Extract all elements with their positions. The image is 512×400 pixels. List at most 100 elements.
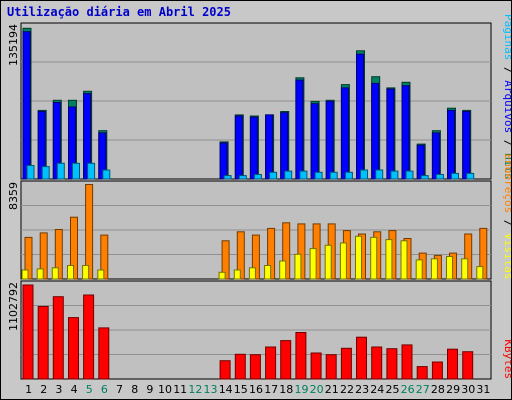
x-tick-label-day-3: 3 bbox=[55, 383, 62, 396]
bar-pages-day-2 bbox=[41, 166, 50, 180]
bar-files-day-15 bbox=[234, 115, 243, 180]
chart-title: Utilização diária em Abril 2025 bbox=[7, 5, 231, 19]
bar-visits-day-30 bbox=[461, 258, 469, 280]
legend-entry: Arquivos bbox=[502, 80, 511, 133]
x-tick-label-day-27: 27 bbox=[416, 383, 430, 396]
x-tick-label-day-23: 23 bbox=[355, 383, 369, 396]
legend-entry: / bbox=[502, 213, 511, 233]
bar-files-day-22 bbox=[340, 87, 349, 180]
bar-visits-day-1 bbox=[21, 269, 29, 280]
x-tick-label-day-13: 13 bbox=[204, 383, 218, 396]
x-tick-label-day-15: 15 bbox=[234, 383, 248, 396]
bar-kbytes-day-5 bbox=[83, 294, 95, 380]
x-tick-label-day-22: 22 bbox=[340, 383, 354, 396]
legend-entry: KBytes bbox=[502, 339, 511, 379]
bar-pages-day-23 bbox=[360, 169, 368, 180]
bar-kbytes-day-19 bbox=[295, 332, 307, 380]
x-tick-label-day-11: 11 bbox=[173, 383, 187, 396]
bar-kbytes-day-20 bbox=[310, 352, 322, 380]
x-tick-label-day-4: 4 bbox=[71, 383, 78, 396]
x-tick-label-day-16: 16 bbox=[249, 383, 263, 396]
bar-kbytes-day-23 bbox=[356, 336, 367, 380]
bar-visits-day-15 bbox=[233, 269, 241, 280]
bar-files-day-23 bbox=[356, 53, 364, 180]
x-tick-label-day-12: 12 bbox=[188, 383, 202, 396]
panel-hits-files-pages-max-label: 135194 bbox=[7, 24, 20, 66]
x-tick-label-day-6: 6 bbox=[101, 383, 108, 396]
bar-visits-day-17 bbox=[264, 265, 272, 280]
bar-kbytes-day-22 bbox=[340, 347, 352, 380]
bar-visits-day-21 bbox=[324, 244, 332, 280]
bar-files-day-25 bbox=[386, 88, 395, 180]
x-tick-label-day-25: 25 bbox=[386, 383, 400, 396]
bar-pages-day-30 bbox=[466, 172, 475, 180]
bar-kbytes-day-28 bbox=[431, 361, 443, 380]
legend-entry: / bbox=[502, 133, 511, 153]
bar-visits-day-23 bbox=[355, 235, 362, 280]
bar-files-day-29 bbox=[447, 109, 455, 180]
x-tick-label-day-1: 1 bbox=[25, 383, 32, 396]
x-tick-label-day-31: 31 bbox=[476, 383, 490, 396]
bar-files-day-17 bbox=[265, 114, 274, 180]
bar-visits-day-19 bbox=[294, 253, 302, 280]
panel-visits-addresses-legend: Endereços / Visitas bbox=[502, 154, 511, 280]
bar-kbytes-day-26 bbox=[401, 344, 413, 380]
x-tick-label-day-26: 26 bbox=[401, 383, 415, 396]
bar-pages-day-16 bbox=[253, 174, 262, 180]
bar-visits-day-2 bbox=[36, 268, 44, 280]
bar-pages-day-18 bbox=[284, 170, 293, 180]
bar-files-day-14 bbox=[219, 142, 228, 180]
bar-visits-day-3 bbox=[51, 267, 59, 280]
bar-files-day-18 bbox=[280, 112, 289, 180]
bar-visits-day-27 bbox=[415, 259, 423, 280]
bar-visits-day-20 bbox=[309, 248, 317, 280]
panel-visits-addresses-max-label: 8359 bbox=[7, 182, 20, 210]
bar-pages-day-25 bbox=[390, 170, 399, 180]
x-tick-label-day-10: 10 bbox=[158, 383, 172, 396]
bar-visits-day-29 bbox=[446, 256, 453, 280]
bar-kbytes-day-17 bbox=[265, 346, 277, 380]
bar-pages-day-6 bbox=[102, 169, 111, 180]
bar-pages-day-29 bbox=[451, 172, 459, 180]
bar-kbytes-day-25 bbox=[386, 348, 398, 380]
x-tick-label-day-19: 19 bbox=[295, 383, 309, 396]
bar-pages-day-17 bbox=[269, 171, 278, 180]
bar-visits-day-14 bbox=[218, 271, 226, 280]
bar-pages-day-26 bbox=[405, 170, 414, 180]
bar-visits-day-5 bbox=[82, 265, 90, 280]
bar-pages-day-1 bbox=[26, 165, 35, 180]
bar-kbytes-day-18 bbox=[280, 340, 292, 380]
bar-visits-day-6 bbox=[97, 269, 105, 280]
bar-files-day-16 bbox=[249, 116, 258, 180]
bar-kbytes-day-29 bbox=[447, 348, 458, 380]
x-tick-label-day-29: 29 bbox=[446, 383, 460, 396]
bar-files-day-27 bbox=[416, 144, 425, 180]
bar-kbytes-day-21 bbox=[325, 354, 337, 380]
bar-kbytes-day-15 bbox=[234, 353, 246, 380]
bar-kbytes-day-2 bbox=[37, 306, 49, 380]
x-tick-label-day-18: 18 bbox=[279, 383, 293, 396]
bar-kbytes-day-4 bbox=[68, 317, 79, 380]
bar-pages-day-15 bbox=[238, 175, 247, 180]
bar-files-day-1 bbox=[22, 31, 31, 180]
bar-pages-day-21 bbox=[329, 171, 338, 180]
bar-kbytes-day-24 bbox=[371, 346, 383, 380]
bar-visits-day-25 bbox=[385, 239, 393, 280]
bar-kbytes-day-3 bbox=[52, 296, 64, 380]
bar-files-day-24 bbox=[371, 82, 380, 180]
legend-entry: Endereços bbox=[502, 154, 511, 214]
bar-files-day-19 bbox=[295, 79, 304, 180]
bar-kbytes-day-30 bbox=[462, 351, 474, 380]
x-tick-label-day-17: 17 bbox=[264, 383, 278, 396]
bar-files-day-21 bbox=[325, 100, 334, 180]
x-tick-label-day-24: 24 bbox=[370, 383, 384, 396]
x-tick-label-day-28: 28 bbox=[431, 383, 445, 396]
bar-files-day-30 bbox=[462, 111, 471, 180]
x-tick-label-day-9: 9 bbox=[146, 383, 153, 396]
bar-kbytes-day-27 bbox=[416, 366, 428, 380]
bar-pages-day-24 bbox=[375, 169, 384, 180]
legend-entry: Visitas bbox=[502, 233, 511, 279]
bar-pages-day-3 bbox=[56, 162, 65, 180]
